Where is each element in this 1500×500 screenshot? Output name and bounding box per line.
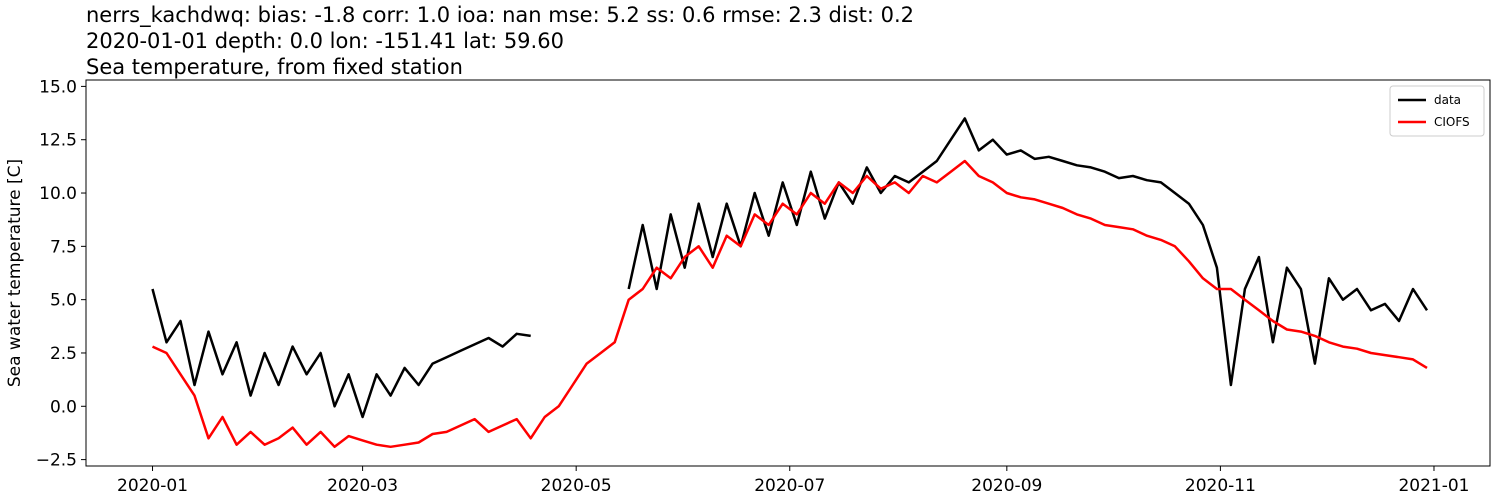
series-line [151, 117, 1429, 419]
y-tick-label: 10.0 [39, 184, 77, 204]
legend-box [1389, 85, 1485, 137]
x-tick-label: 2020-05 [541, 476, 612, 496]
y-tick-label: 7.5 [50, 237, 77, 257]
x-tick-label: 2021-01 [1398, 476, 1469, 496]
y-tick-label: 2.5 [50, 344, 77, 364]
title-line: Sea temperature, from fixed station [86, 55, 463, 79]
y-tick-label: 15.0 [39, 77, 77, 97]
title-line: 2020-01-01 depth: 0.0 lon: -151.41 lat: … [86, 29, 564, 53]
y-tick-label: −2.5 [36, 451, 77, 471]
x-tick-label: 2020-03 [327, 476, 398, 496]
x-tick-label: 2020-11 [1185, 476, 1256, 496]
x-tick-label: 2020-09 [971, 476, 1042, 496]
x-tick-label: 2020-07 [754, 476, 825, 496]
plot-frame [85, 79, 1491, 467]
legend-label: data [1434, 93, 1461, 107]
y-tick-label: 5.0 [50, 291, 77, 311]
y-tick-label: 0.0 [50, 397, 77, 417]
y-axis-label: Sea water temperature [C] [5, 159, 25, 387]
series-line [151, 159, 1428, 449]
x-tick-label: 2020-01 [117, 476, 188, 496]
title-line: nerrs_kachdwq: bias: -1.8 corr: 1.0 ioa:… [86, 3, 914, 28]
legend-label: CIOFS [1434, 115, 1470, 129]
y-tick-label: 12.5 [39, 131, 77, 151]
